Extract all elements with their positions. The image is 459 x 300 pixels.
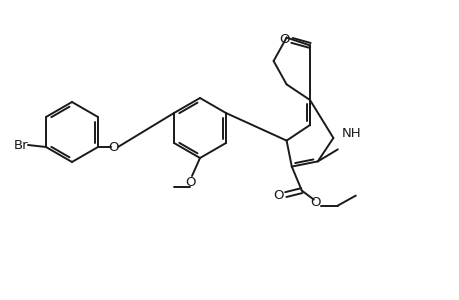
Text: O: O (279, 33, 290, 46)
Text: NH: NH (341, 127, 360, 140)
Text: O: O (310, 196, 320, 209)
Text: O: O (108, 140, 119, 154)
Text: Br: Br (13, 139, 28, 152)
Text: O: O (273, 189, 284, 202)
Text: O: O (185, 176, 196, 188)
